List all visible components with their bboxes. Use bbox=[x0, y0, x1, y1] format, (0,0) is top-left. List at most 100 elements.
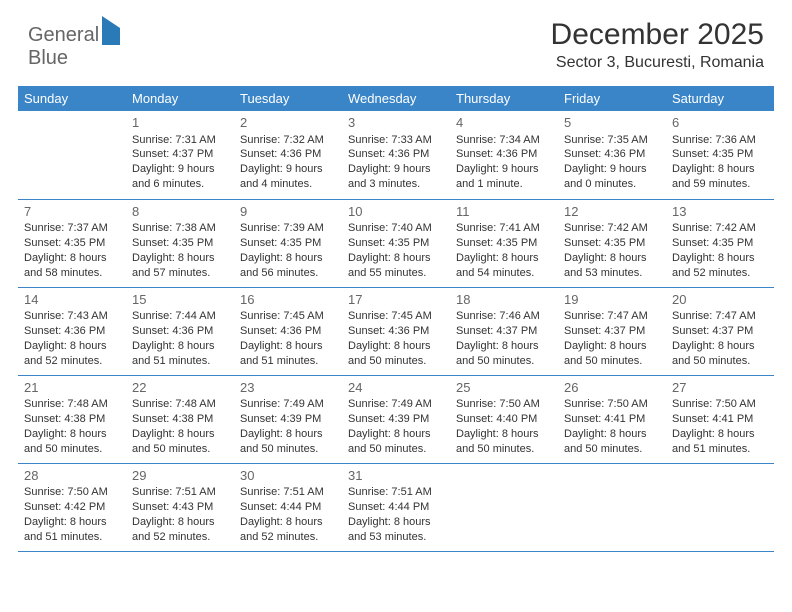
sunset-text: Sunset: 4:40 PM bbox=[456, 412, 552, 427]
sunrise-text: Sunrise: 7:34 AM bbox=[456, 133, 552, 148]
day-number: 16 bbox=[240, 291, 336, 309]
calendar-cell: 16Sunrise: 7:45 AMSunset: 4:36 PMDayligh… bbox=[234, 287, 342, 375]
calendar-cell: 27Sunrise: 7:50 AMSunset: 4:41 PMDayligh… bbox=[666, 375, 774, 463]
sunset-text: Sunset: 4:37 PM bbox=[132, 147, 228, 162]
sunrise-text: Sunrise: 7:42 AM bbox=[672, 221, 768, 236]
sunset-text: Sunset: 4:35 PM bbox=[672, 236, 768, 251]
daylight-text: Daylight: 8 hours and 52 minutes. bbox=[132, 515, 228, 545]
calendar-table: Sunday Monday Tuesday Wednesday Thursday… bbox=[18, 86, 774, 552]
calendar-header-row: Sunday Monday Tuesday Wednesday Thursday… bbox=[18, 86, 774, 111]
day-number: 3 bbox=[348, 114, 444, 132]
sunrise-text: Sunrise: 7:44 AM bbox=[132, 309, 228, 324]
sunrise-text: Sunrise: 7:42 AM bbox=[564, 221, 660, 236]
sunrise-text: Sunrise: 7:32 AM bbox=[240, 133, 336, 148]
sunset-text: Sunset: 4:38 PM bbox=[132, 412, 228, 427]
day-number: 5 bbox=[564, 114, 660, 132]
calendar-cell: 22Sunrise: 7:48 AMSunset: 4:38 PMDayligh… bbox=[126, 375, 234, 463]
sunset-text: Sunset: 4:39 PM bbox=[348, 412, 444, 427]
sunrise-text: Sunrise: 7:39 AM bbox=[240, 221, 336, 236]
calendar-cell: 31Sunrise: 7:51 AMSunset: 4:44 PMDayligh… bbox=[342, 463, 450, 551]
calendar-cell bbox=[558, 463, 666, 551]
sunrise-text: Sunrise: 7:48 AM bbox=[24, 397, 120, 412]
sunrise-text: Sunrise: 7:48 AM bbox=[132, 397, 228, 412]
daylight-text: Daylight: 8 hours and 51 minutes. bbox=[240, 339, 336, 369]
logo-word1: General bbox=[28, 24, 99, 46]
sunset-text: Sunset: 4:37 PM bbox=[672, 324, 768, 339]
calendar-cell: 3Sunrise: 7:33 AMSunset: 4:36 PMDaylight… bbox=[342, 111, 450, 199]
sunset-text: Sunset: 4:38 PM bbox=[24, 412, 120, 427]
sunset-text: Sunset: 4:41 PM bbox=[672, 412, 768, 427]
calendar-cell bbox=[450, 463, 558, 551]
calendar-cell: 28Sunrise: 7:50 AMSunset: 4:42 PMDayligh… bbox=[18, 463, 126, 551]
calendar-cell: 19Sunrise: 7:47 AMSunset: 4:37 PMDayligh… bbox=[558, 287, 666, 375]
sunset-text: Sunset: 4:41 PM bbox=[564, 412, 660, 427]
calendar-week: 7Sunrise: 7:37 AMSunset: 4:35 PMDaylight… bbox=[18, 199, 774, 287]
day-number: 28 bbox=[24, 467, 120, 485]
sunrise-text: Sunrise: 7:45 AM bbox=[348, 309, 444, 324]
daylight-text: Daylight: 8 hours and 55 minutes. bbox=[348, 251, 444, 281]
col-friday: Friday bbox=[558, 86, 666, 111]
sunrise-text: Sunrise: 7:36 AM bbox=[672, 133, 768, 148]
daylight-text: Daylight: 9 hours and 1 minute. bbox=[456, 162, 552, 192]
sunset-text: Sunset: 4:35 PM bbox=[240, 236, 336, 251]
calendar-cell: 11Sunrise: 7:41 AMSunset: 4:35 PMDayligh… bbox=[450, 199, 558, 287]
sunset-text: Sunset: 4:35 PM bbox=[24, 236, 120, 251]
day-number: 17 bbox=[348, 291, 444, 309]
calendar-cell: 21Sunrise: 7:48 AMSunset: 4:38 PMDayligh… bbox=[18, 375, 126, 463]
sunset-text: Sunset: 4:35 PM bbox=[456, 236, 552, 251]
day-number: 15 bbox=[132, 291, 228, 309]
daylight-text: Daylight: 8 hours and 50 minutes. bbox=[672, 339, 768, 369]
day-number: 25 bbox=[456, 379, 552, 397]
daylight-text: Daylight: 8 hours and 50 minutes. bbox=[348, 427, 444, 457]
header: General Blue December 2025 Sector 3, Buc… bbox=[0, 0, 792, 80]
day-number: 21 bbox=[24, 379, 120, 397]
day-number: 13 bbox=[672, 203, 768, 221]
calendar-cell: 29Sunrise: 7:51 AMSunset: 4:43 PMDayligh… bbox=[126, 463, 234, 551]
sunset-text: Sunset: 4:35 PM bbox=[132, 236, 228, 251]
sunset-text: Sunset: 4:36 PM bbox=[348, 324, 444, 339]
daylight-text: Daylight: 8 hours and 51 minutes. bbox=[672, 427, 768, 457]
calendar-week: 28Sunrise: 7:50 AMSunset: 4:42 PMDayligh… bbox=[18, 463, 774, 551]
col-tuesday: Tuesday bbox=[234, 86, 342, 111]
day-number: 8 bbox=[132, 203, 228, 221]
daylight-text: Daylight: 8 hours and 54 minutes. bbox=[456, 251, 552, 281]
daylight-text: Daylight: 9 hours and 6 minutes. bbox=[132, 162, 228, 192]
day-number: 9 bbox=[240, 203, 336, 221]
calendar-cell: 9Sunrise: 7:39 AMSunset: 4:35 PMDaylight… bbox=[234, 199, 342, 287]
logo-word2: Blue bbox=[28, 47, 68, 69]
calendar-week: 1Sunrise: 7:31 AMSunset: 4:37 PMDaylight… bbox=[18, 111, 774, 199]
sunrise-text: Sunrise: 7:51 AM bbox=[240, 485, 336, 500]
calendar-cell bbox=[18, 111, 126, 199]
calendar-cell: 2Sunrise: 7:32 AMSunset: 4:36 PMDaylight… bbox=[234, 111, 342, 199]
sunrise-text: Sunrise: 7:31 AM bbox=[132, 133, 228, 148]
daylight-text: Daylight: 9 hours and 4 minutes. bbox=[240, 162, 336, 192]
col-monday: Monday bbox=[126, 86, 234, 111]
sunrise-text: Sunrise: 7:47 AM bbox=[672, 309, 768, 324]
daylight-text: Daylight: 8 hours and 50 minutes. bbox=[348, 339, 444, 369]
calendar-week: 14Sunrise: 7:43 AMSunset: 4:36 PMDayligh… bbox=[18, 287, 774, 375]
calendar-cell: 23Sunrise: 7:49 AMSunset: 4:39 PMDayligh… bbox=[234, 375, 342, 463]
daylight-text: Daylight: 9 hours and 0 minutes. bbox=[564, 162, 660, 192]
day-number: 30 bbox=[240, 467, 336, 485]
calendar-cell: 14Sunrise: 7:43 AMSunset: 4:36 PMDayligh… bbox=[18, 287, 126, 375]
sunset-text: Sunset: 4:42 PM bbox=[24, 500, 120, 515]
day-number: 1 bbox=[132, 114, 228, 132]
sunrise-text: Sunrise: 7:37 AM bbox=[24, 221, 120, 236]
sunrise-text: Sunrise: 7:51 AM bbox=[132, 485, 228, 500]
day-number: 27 bbox=[672, 379, 768, 397]
calendar-cell: 25Sunrise: 7:50 AMSunset: 4:40 PMDayligh… bbox=[450, 375, 558, 463]
sunset-text: Sunset: 4:37 PM bbox=[564, 324, 660, 339]
sunset-text: Sunset: 4:35 PM bbox=[672, 147, 768, 162]
calendar-cell bbox=[666, 463, 774, 551]
page-subtitle: Sector 3, Bucuresti, Romania bbox=[551, 54, 764, 72]
day-number: 24 bbox=[348, 379, 444, 397]
triangle-icon bbox=[102, 16, 120, 45]
calendar-cell: 8Sunrise: 7:38 AMSunset: 4:35 PMDaylight… bbox=[126, 199, 234, 287]
calendar-cell: 18Sunrise: 7:46 AMSunset: 4:37 PMDayligh… bbox=[450, 287, 558, 375]
day-number: 12 bbox=[564, 203, 660, 221]
calendar-cell: 24Sunrise: 7:49 AMSunset: 4:39 PMDayligh… bbox=[342, 375, 450, 463]
calendar-cell: 13Sunrise: 7:42 AMSunset: 4:35 PMDayligh… bbox=[666, 199, 774, 287]
sunrise-text: Sunrise: 7:50 AM bbox=[456, 397, 552, 412]
sunrise-text: Sunrise: 7:47 AM bbox=[564, 309, 660, 324]
daylight-text: Daylight: 8 hours and 53 minutes. bbox=[348, 515, 444, 545]
